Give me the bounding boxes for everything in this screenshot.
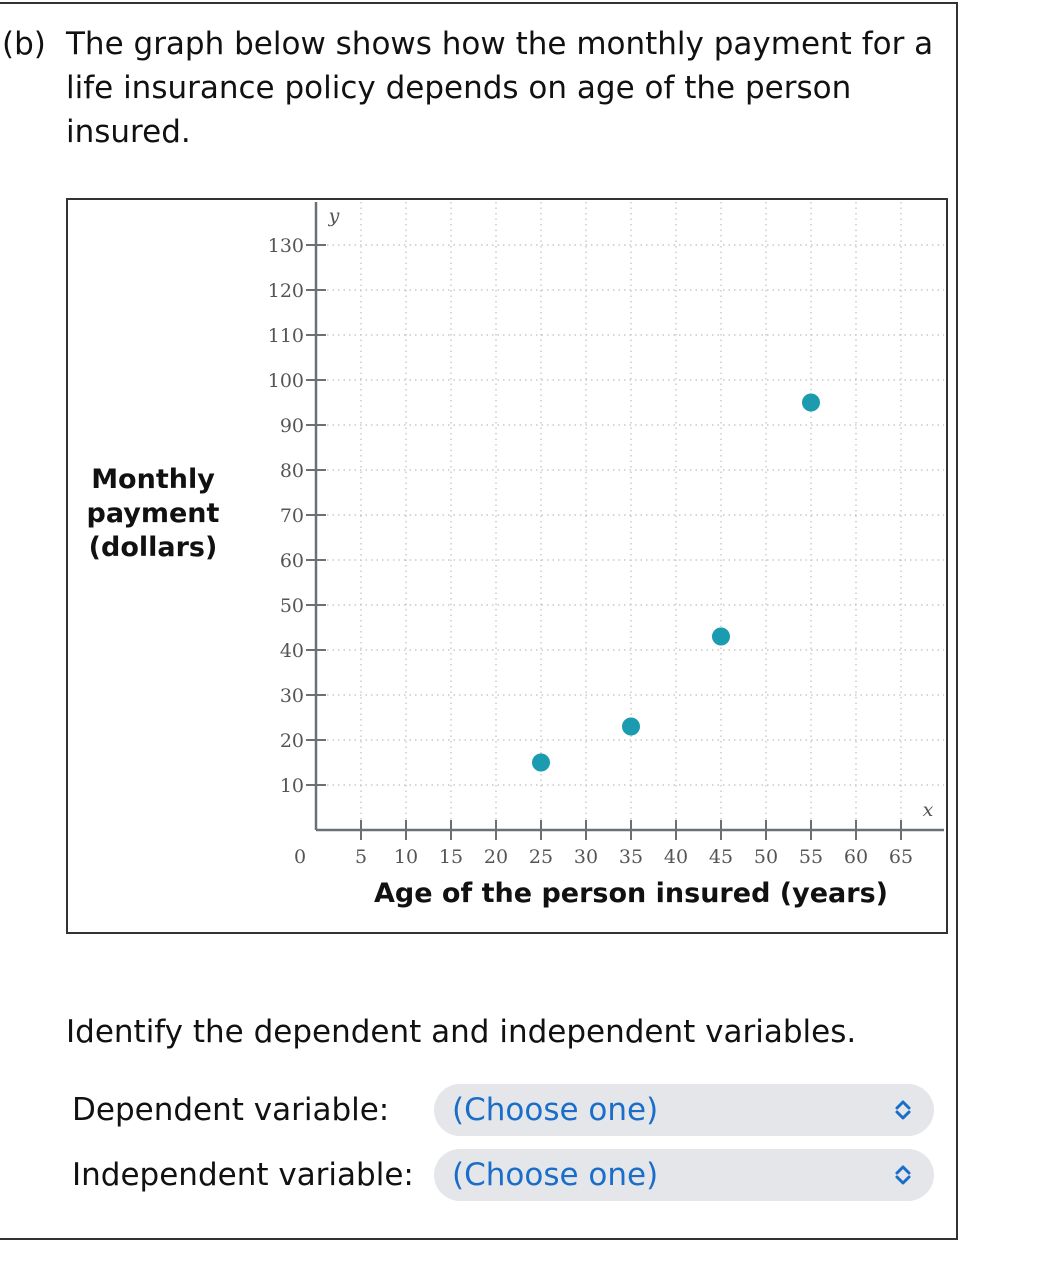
x-tick-label: 5 xyxy=(355,846,367,868)
x-tick-label: 50 xyxy=(754,846,778,868)
origin-label: 0 xyxy=(294,846,306,868)
y-tick-label: 90 xyxy=(280,415,304,437)
question-panel xyxy=(0,2,958,1240)
y-tick-label: 30 xyxy=(280,685,304,707)
dependent-variable-select[interactable]: (Choose one) xyxy=(434,1084,934,1136)
x-tick-label: 15 xyxy=(439,846,463,868)
dependent-variable-label: Dependent variable: xyxy=(72,1092,390,1128)
graph-frame xyxy=(66,198,948,934)
x-tick-label: 65 xyxy=(889,846,913,868)
x-axis-variable: x xyxy=(923,799,934,821)
x-tick-label: 10 xyxy=(394,846,418,868)
dependent-variable-value: (Choose one) xyxy=(452,1092,659,1128)
question-text: The graph below shows how the monthly pa… xyxy=(66,26,934,150)
y-tick-label: 50 xyxy=(280,595,304,617)
y-tick-label: 130 xyxy=(268,235,304,257)
y-tick-label: 10 xyxy=(280,775,304,797)
y-tick-label: 80 xyxy=(280,460,304,482)
chevron-up-down-icon xyxy=(895,1100,911,1120)
independent-variable-label: Independent variable: xyxy=(72,1157,414,1193)
x-axis-label: Age of the person insured (years) xyxy=(374,878,888,909)
x-tick-label: 35 xyxy=(619,846,643,868)
data-point xyxy=(532,753,550,772)
independent-variable-select[interactable]: (Choose one) xyxy=(434,1149,934,1201)
x-tick-label: 45 xyxy=(709,846,733,868)
data-point xyxy=(622,717,640,736)
y-tick-label: 40 xyxy=(280,640,304,662)
x-tick-label: 40 xyxy=(664,846,688,868)
x-tick-label: 55 xyxy=(799,846,823,868)
y-tick-label: 110 xyxy=(268,325,304,347)
chart-ticks: 5 10 15 20 25 30 35 40 45 50 55 60 65 10 20 30 40 50 60 70 8… xyxy=(268,205,934,868)
x-tick-label: 25 xyxy=(529,846,553,868)
y-tick-label: 20 xyxy=(280,730,304,752)
y-axis-label: Monthly payment (dollars) xyxy=(86,464,220,563)
scatter-chart: 5 10 15 20 25 30 35 40 45 50 55 60 65 10 20 30 40 50 60 70 8… xyxy=(268,202,944,868)
y-axis-variable: y xyxy=(328,205,340,227)
x-tick-label: 20 xyxy=(484,846,508,868)
y-tick-label: 60 xyxy=(280,550,304,572)
independent-variable-value: (Choose one) xyxy=(452,1157,659,1193)
prompt-text: Identify the dependent and independent v… xyxy=(66,1014,857,1050)
data-point xyxy=(802,393,820,412)
chart-grid xyxy=(316,202,944,830)
x-tick-label: 60 xyxy=(844,846,868,868)
y-tick-label: 120 xyxy=(268,280,304,302)
y-tick-label: 100 xyxy=(268,370,304,392)
chart-points xyxy=(532,393,820,772)
question-label: (b) xyxy=(2,26,46,62)
chart-axes xyxy=(314,202,944,832)
data-point xyxy=(712,627,730,646)
x-tick-label: 30 xyxy=(574,846,598,868)
chevron-up-down-icon xyxy=(895,1165,911,1185)
y-tick-label: 70 xyxy=(280,505,304,527)
